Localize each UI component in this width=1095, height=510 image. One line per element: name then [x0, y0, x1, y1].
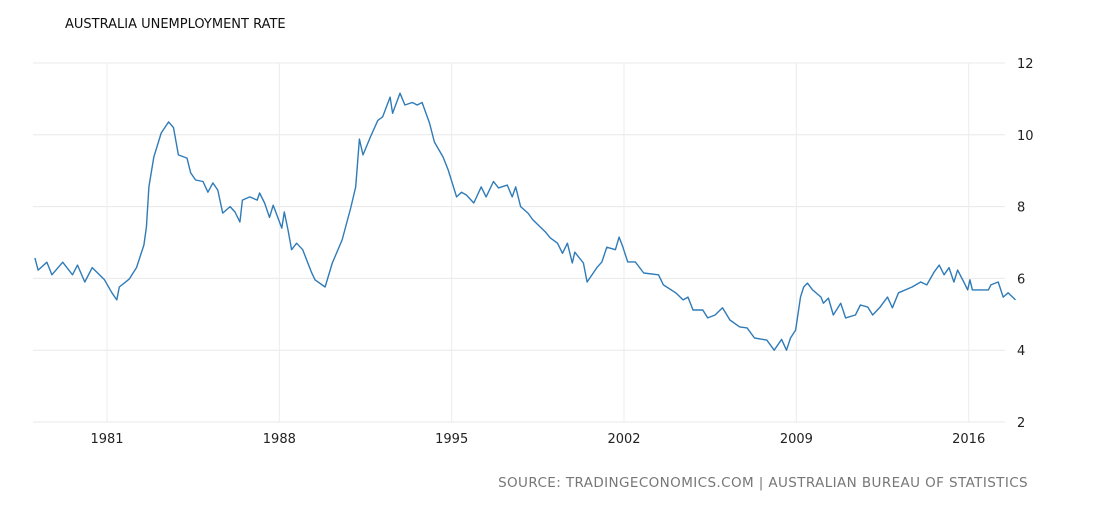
y-tick-label: 4 — [1017, 344, 1025, 359]
x-tick-label: 2016 — [952, 432, 985, 447]
series-line-unemployment-rate — [34, 92, 1016, 351]
y-tick-label: 12 — [1017, 57, 1034, 72]
y-tick-label: 2 — [1017, 416, 1025, 431]
y-tick-label: 6 — [1017, 272, 1025, 287]
source-credit: SOURCE: TRADINGECONOMICS.COM | AUSTRALIA… — [498, 475, 1028, 491]
x-tick-label: 1995 — [435, 432, 468, 447]
chart-title: AUSTRALIA UNEMPLOYMENT RATE — [65, 17, 286, 32]
x-tick-label: 1988 — [263, 432, 296, 447]
x-tick-label: 2002 — [607, 432, 640, 447]
x-tick-label: 2009 — [780, 432, 813, 447]
y-tick-label: 8 — [1017, 201, 1025, 216]
x-tick-label: 1981 — [90, 432, 123, 447]
y-tick-label: 10 — [1017, 129, 1034, 144]
